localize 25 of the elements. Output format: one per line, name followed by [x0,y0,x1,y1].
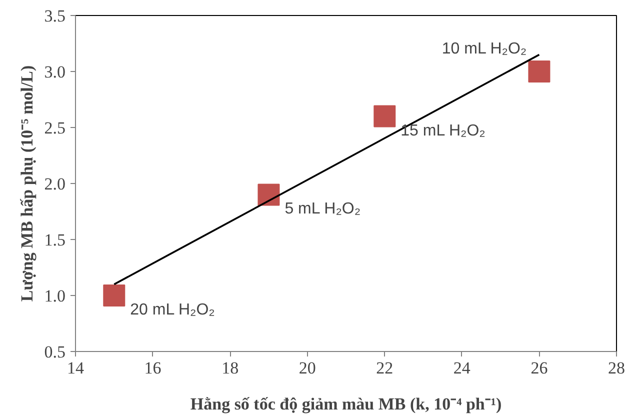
y-tick-label: 1.5 [44,230,66,250]
y-tick-label: 3.5 [44,6,66,26]
x-tick-label: 22 [376,358,394,378]
point [103,284,126,306]
point [258,184,280,206]
y-tick-label: 2.5 [44,118,66,138]
y-tick-label: 3.0 [44,62,66,82]
x-tick-label: 16 [144,358,162,378]
point [528,60,550,82]
y-tick-label: 1.0 [44,286,66,306]
x-tick-label: 14 [67,358,84,378]
point [374,105,396,128]
y-tick-label: 2.0 [44,174,66,194]
x-tick-label: 18 [222,358,239,378]
x-tick-label: 20 [298,358,316,378]
x-tick-label: 26 [530,358,548,378]
x-tick-label: 28 [608,358,625,378]
y-axis-title: Lượng MB hấp phụ (10⁻⁵ mol/L) [17,65,36,302]
x-tick-label: 24 [453,358,471,378]
annotation: 10 mL H₂O₂ [442,40,527,58]
annotation: 20 mL H₂O₂ [130,302,215,318]
annotation: 5 mL H₂O₂ [284,200,361,218]
annotation: 15 mL H₂O₂ [400,122,486,140]
x-axis-title: Hằng số tốc độ giảm màu MB (k, 10⁻⁴ ph⁻¹) [190,394,502,414]
y-tick-label: 0.5 [44,342,66,362]
